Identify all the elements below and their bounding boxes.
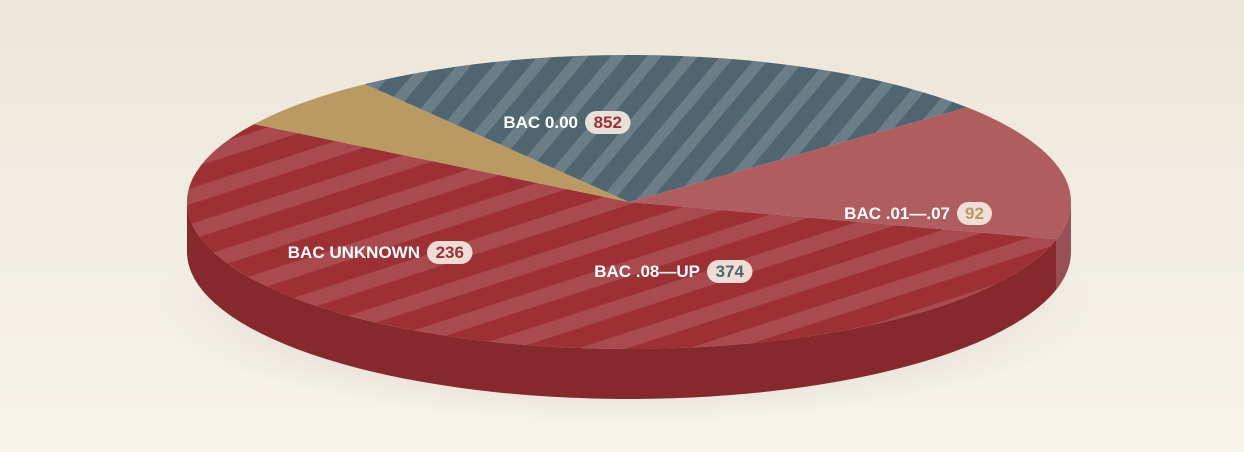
slice-label-bac-01-07: BAC .01—.07 92 <box>844 202 992 225</box>
pie-slice-stripes-bac-08-up <box>364 54 968 202</box>
slice-value: 236 <box>436 243 464 262</box>
slice-value-pill <box>707 260 753 283</box>
slice-value-pill <box>957 202 992 225</box>
slice-label-text: BAC .08—UP <box>594 262 700 281</box>
pie-slice-bac-01-07 <box>254 84 630 202</box>
slice-label-text: BAC 0.00 <box>503 113 578 132</box>
slice-value-pill <box>585 111 631 134</box>
slice-label-bac-unknown: BAC UNKNOWN 236 <box>288 241 473 264</box>
slice-label-bac-08-up: BAC .08—UP 374 <box>594 260 753 283</box>
pie-tops <box>186 54 1071 350</box>
slice-value: 92 <box>965 204 984 223</box>
pie-side-bac-0-00 <box>187 202 1057 400</box>
slice-value-pill <box>427 241 473 264</box>
slice-value: 374 <box>716 262 745 281</box>
pie-side-bac-unknown <box>1056 202 1072 290</box>
pie-sides <box>187 202 1072 400</box>
slice-label-text: BAC UNKNOWN <box>288 243 420 262</box>
slice-label-bac-0-00: BAC 0.00 852 <box>503 111 631 134</box>
pie-slice-stripes-bac-0-00 <box>186 124 1057 350</box>
slice-value: 852 <box>594 113 622 132</box>
slice-label-text: BAC .01—.07 <box>844 204 950 223</box>
